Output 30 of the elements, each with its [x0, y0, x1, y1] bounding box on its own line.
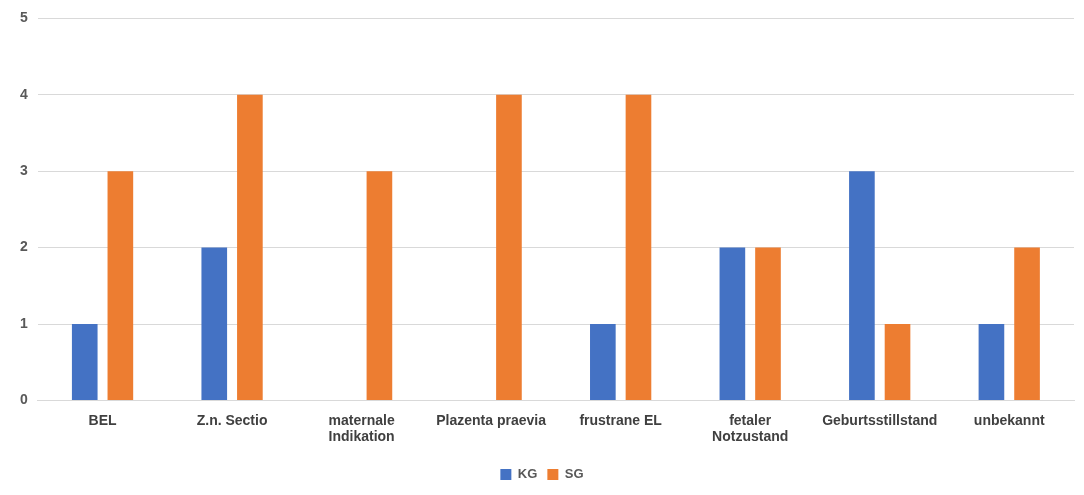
bar — [496, 94, 522, 400]
legend-label: KG — [517, 466, 538, 482]
legend-label: SG — [564, 466, 584, 482]
x-tick-label: maternale Indikation — [328, 411, 395, 445]
y-tick-label: 0 — [19, 391, 28, 408]
bar — [978, 324, 1005, 400]
y-tick-label: 2 — [19, 238, 28, 255]
bar — [884, 324, 911, 400]
bar — [719, 247, 746, 400]
bar — [201, 247, 228, 400]
bar — [71, 324, 98, 400]
bar — [107, 171, 134, 400]
bar — [625, 94, 652, 400]
x-tick-label: unbekannt — [973, 411, 1045, 428]
x-tick-label: fetaler Notzustand — [712, 411, 789, 445]
x-tick-label: Plazenta praevia — [436, 411, 547, 428]
y-tick-label: 5 — [19, 9, 28, 26]
bar — [590, 324, 616, 400]
bar — [1014, 247, 1040, 400]
bar — [755, 247, 781, 400]
y-tick-label: 3 — [19, 162, 28, 179]
x-tick-label: BEL — [88, 411, 117, 428]
x-tick-label: Z.n. Sectio — [196, 411, 268, 428]
bar — [366, 171, 393, 400]
x-tick-label: Geburtsstillstand — [822, 411, 938, 428]
x-tick-label: frustrane EL — [579, 411, 663, 428]
bar — [237, 94, 263, 400]
y-tick-label: 1 — [19, 314, 28, 331]
y-tick-label: 4 — [19, 85, 28, 102]
bar — [849, 171, 875, 400]
